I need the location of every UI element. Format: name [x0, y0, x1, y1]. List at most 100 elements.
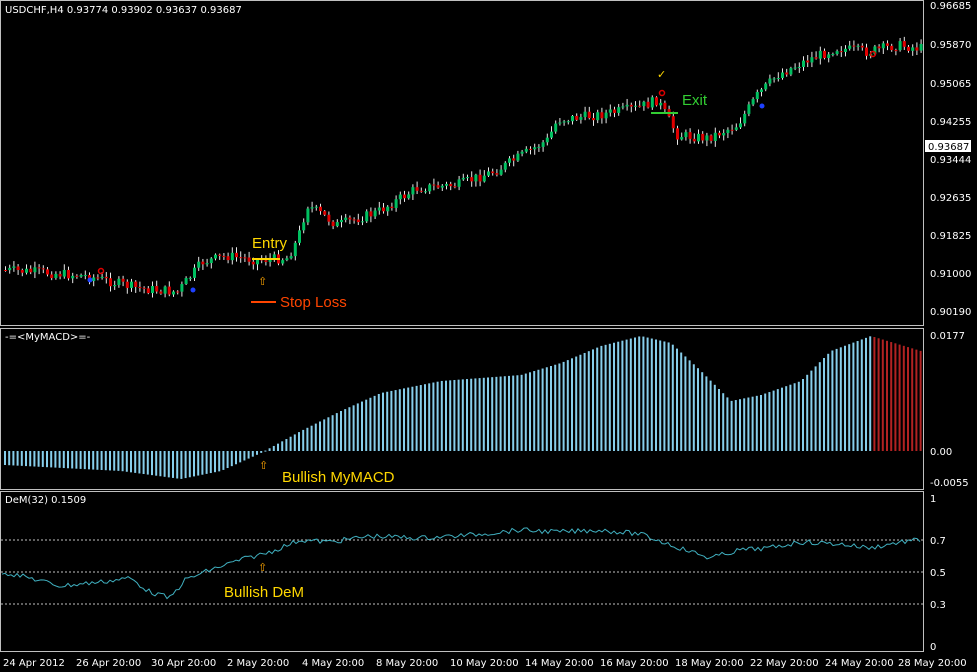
stop-loss-label: Stop Loss — [280, 294, 347, 311]
candle-body — [125, 281, 129, 288]
candle-body — [163, 286, 167, 294]
macd-bar — [365, 399, 368, 451]
candle-body — [684, 132, 688, 138]
candle-body — [810, 57, 814, 63]
candle-body — [58, 273, 62, 277]
candle-body — [130, 281, 133, 288]
time-tick: 18 May 20:00 — [675, 658, 744, 669]
macd-bar — [789, 384, 792, 451]
candle-body — [8, 267, 12, 271]
candle-body — [167, 286, 171, 295]
macd-bar — [230, 451, 233, 467]
candle-body — [272, 254, 276, 259]
candle-body — [705, 135, 709, 141]
candle-body — [12, 266, 16, 268]
macd-bar — [390, 390, 393, 451]
candle-body — [100, 276, 104, 279]
candle-body — [692, 138, 696, 142]
macd-bar — [251, 451, 254, 457]
candle-body — [802, 60, 805, 67]
candle-body — [898, 41, 902, 51]
macd-header: -=<MyMACD>=- — [5, 332, 91, 343]
sell-signal-circle — [97, 267, 105, 275]
macd-bar — [508, 375, 510, 451]
price-tick: 0.91000 — [930, 269, 971, 280]
macd-bar — [306, 427, 309, 451]
price-tick: 0.95870 — [930, 40, 971, 51]
candle-body — [419, 190, 423, 192]
macd-bar — [768, 392, 771, 451]
macd-bar — [75, 451, 78, 469]
macd-bar — [260, 451, 263, 453]
macd-bar — [491, 377, 494, 451]
candle-body — [886, 43, 889, 46]
macd-bar — [692, 364, 695, 451]
candle-body — [739, 123, 742, 128]
candle-body — [235, 252, 238, 258]
macd-bar — [886, 340, 888, 451]
macd-bar — [772, 390, 775, 451]
candle-body — [54, 273, 58, 278]
macd-bar — [130, 451, 132, 473]
candle-body — [734, 127, 738, 130]
macd-bar — [457, 379, 460, 451]
candle-body — [197, 261, 201, 268]
macd-bar — [831, 350, 834, 451]
current-price-label: 0.93687 — [928, 142, 969, 153]
macd-bar — [440, 380, 443, 451]
macd-bar — [797, 381, 800, 451]
macd-bar — [869, 336, 872, 451]
candle-body — [831, 54, 835, 56]
candle-body — [50, 274, 54, 278]
dem-header: DeM(32) 0.1509 — [5, 495, 86, 506]
time-axis: 24 Apr 2012 26 Apr 20:00 30 Apr 20:00 2 … — [3, 658, 967, 669]
candle-body — [16, 266, 20, 271]
candle-body — [285, 258, 289, 261]
macd-bar — [671, 344, 674, 451]
candle-body — [860, 45, 864, 48]
time-tick: 14 May 20:00 — [525, 658, 594, 669]
macd-bar — [642, 336, 645, 451]
macd-bar — [621, 340, 624, 451]
macd-bar — [566, 360, 569, 451]
candle-body — [806, 60, 810, 63]
macd-panel-frame — [0, 328, 924, 490]
macd-bar — [709, 380, 712, 451]
candle-body — [356, 219, 360, 223]
candle-body — [844, 48, 847, 52]
macd-bar — [419, 385, 422, 451]
macd-bar — [176, 451, 179, 479]
candle-body — [814, 57, 818, 59]
macd-bar — [608, 343, 611, 451]
candle-body — [545, 137, 549, 143]
macd-bar — [298, 432, 300, 451]
macd-bar — [881, 339, 884, 451]
candle-body — [222, 255, 226, 257]
candle-body — [96, 277, 100, 279]
candle-body — [793, 67, 797, 69]
candle-body — [579, 117, 583, 120]
candle-body — [655, 97, 658, 106]
candle-body — [67, 269, 70, 279]
candle-body — [440, 185, 444, 188]
macd-bar — [751, 396, 754, 451]
macd-bar — [898, 344, 901, 451]
candle-body — [663, 102, 667, 110]
candle-body — [760, 89, 763, 92]
macd-bar — [718, 389, 720, 451]
candle-body — [256, 259, 259, 265]
macd-bar — [915, 349, 918, 451]
candle-body — [487, 171, 490, 176]
macd-bar — [193, 451, 195, 477]
macd-bar — [83, 451, 86, 470]
candle-body — [75, 275, 79, 277]
candle-body — [193, 267, 196, 278]
time-tick: 8 May 20:00 — [376, 658, 438, 669]
macd-bar — [344, 409, 347, 451]
time-tick: 22 May 20:00 — [750, 658, 819, 669]
time-tick: 30 Apr 20:00 — [151, 658, 216, 669]
macd-bar — [545, 367, 548, 451]
candle-body — [445, 183, 448, 186]
candle-body — [902, 41, 906, 47]
